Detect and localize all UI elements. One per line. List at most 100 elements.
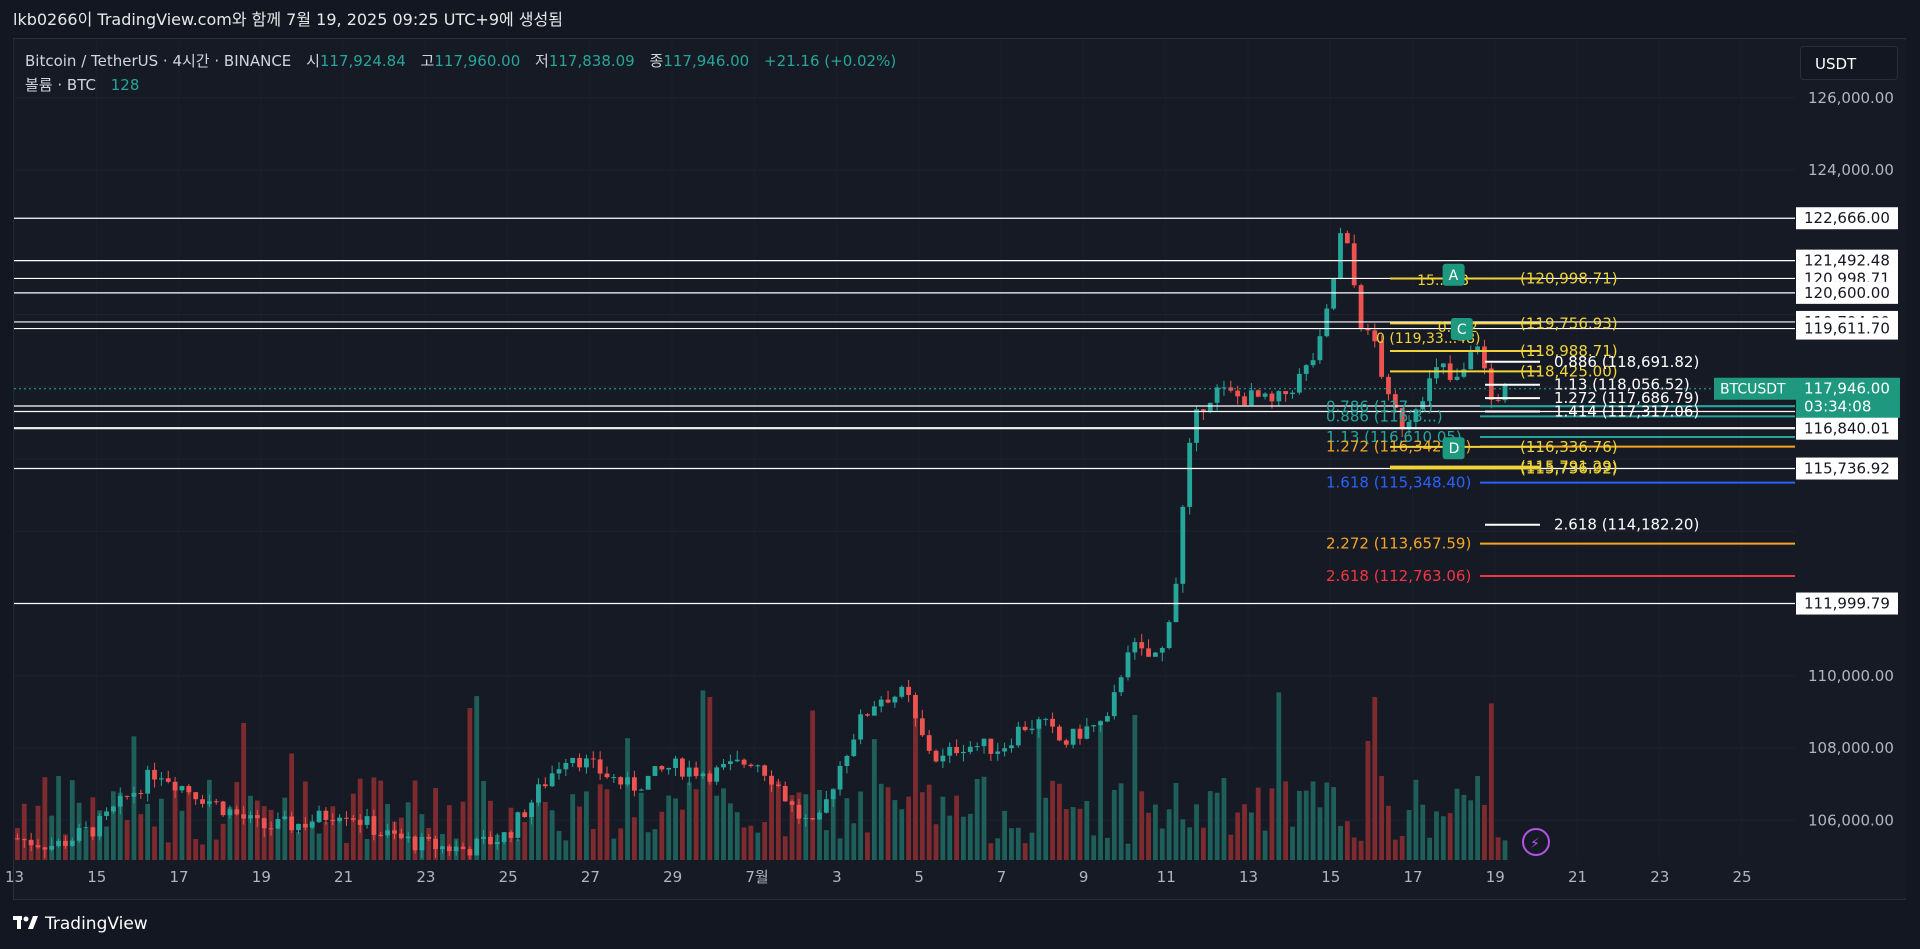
candle[interactable] xyxy=(234,809,240,815)
candle[interactable] xyxy=(632,777,637,791)
candle[interactable] xyxy=(686,767,692,777)
candle[interactable] xyxy=(1221,387,1227,389)
candle[interactable] xyxy=(1125,652,1131,678)
candle[interactable] xyxy=(419,836,425,851)
candle[interactable] xyxy=(296,823,301,831)
candle[interactable] xyxy=(453,846,459,852)
candle[interactable] xyxy=(1132,642,1138,653)
candle[interactable] xyxy=(1235,390,1241,397)
candle[interactable] xyxy=(577,757,582,768)
candle[interactable] xyxy=(995,751,1001,754)
candle[interactable] xyxy=(117,795,123,807)
candle[interactable] xyxy=(707,773,713,782)
candle[interactable] xyxy=(1406,422,1412,430)
candle[interactable] xyxy=(913,695,918,719)
candle[interactable] xyxy=(494,841,500,845)
candle[interactable] xyxy=(152,769,157,780)
candle[interactable] xyxy=(124,795,130,797)
candle[interactable] xyxy=(885,699,891,703)
candle[interactable] xyxy=(906,686,912,696)
candle[interactable] xyxy=(748,764,754,767)
candle[interactable] xyxy=(679,758,685,777)
lightning-icon[interactable] xyxy=(1522,828,1550,856)
pattern-point-marker[interactable] xyxy=(1442,437,1465,460)
candle[interactable] xyxy=(206,801,212,804)
candle[interactable] xyxy=(56,840,61,846)
candle[interactable] xyxy=(83,827,89,829)
candle[interactable] xyxy=(584,758,589,768)
candle[interactable] xyxy=(405,836,411,839)
candle[interactable] xyxy=(515,812,521,838)
candle[interactable] xyxy=(1482,346,1487,369)
candle[interactable] xyxy=(1461,369,1467,377)
candle[interactable] xyxy=(1084,726,1090,739)
candle[interactable] xyxy=(1153,652,1158,657)
candle[interactable] xyxy=(344,817,349,819)
candle[interactable] xyxy=(316,810,322,823)
candle[interactable] xyxy=(522,812,528,818)
candle[interactable] xyxy=(1255,390,1261,397)
candle[interactable] xyxy=(426,836,432,839)
candle[interactable] xyxy=(597,759,603,774)
candle[interactable] xyxy=(1502,383,1508,401)
candle[interactable] xyxy=(508,832,514,838)
candle[interactable] xyxy=(200,799,205,804)
candle[interactable] xyxy=(933,750,939,762)
candle[interactable] xyxy=(1063,740,1069,745)
candle[interactable] xyxy=(1338,233,1343,279)
candle[interactable] xyxy=(755,765,761,767)
candle[interactable] xyxy=(1248,390,1254,406)
candle[interactable] xyxy=(625,777,630,785)
candle[interactable] xyxy=(1386,376,1391,395)
candle[interactable] xyxy=(1413,409,1419,423)
candle[interactable] xyxy=(350,818,356,820)
candle[interactable] xyxy=(193,792,199,800)
candle[interactable] xyxy=(179,786,185,791)
candle[interactable] xyxy=(1262,393,1268,397)
candle[interactable] xyxy=(865,714,870,716)
candle[interactable] xyxy=(1242,396,1247,406)
candle[interactable] xyxy=(789,801,795,805)
candle[interactable] xyxy=(440,846,445,850)
candle[interactable] xyxy=(1009,745,1014,749)
candle[interactable] xyxy=(1043,718,1049,720)
tradingview-footer[interactable]: TradingView xyxy=(13,912,148,936)
candle[interactable] xyxy=(1331,278,1337,309)
candle[interactable] xyxy=(467,849,473,856)
candle[interactable] xyxy=(392,830,397,834)
candle[interactable] xyxy=(501,832,507,842)
candle[interactable] xyxy=(1036,719,1042,729)
candle[interactable] xyxy=(35,845,41,848)
candle[interactable] xyxy=(775,784,781,786)
candle[interactable] xyxy=(536,784,541,803)
candle[interactable] xyxy=(323,810,329,820)
candle[interactable] xyxy=(268,828,274,830)
candle[interactable] xyxy=(961,751,966,754)
candle[interactable] xyxy=(1207,402,1213,412)
candle[interactable] xyxy=(823,799,829,813)
candle[interactable] xyxy=(529,802,534,818)
candle[interactable] xyxy=(1344,233,1350,244)
candle[interactable] xyxy=(762,765,768,776)
candle[interactable] xyxy=(474,838,480,856)
candle[interactable] xyxy=(1475,346,1481,353)
candle[interactable] xyxy=(1029,728,1035,731)
candle[interactable] xyxy=(330,819,336,821)
candle[interactable] xyxy=(15,838,20,840)
currency-button[interactable]: USDT xyxy=(1800,46,1898,80)
candle[interactable] xyxy=(604,773,610,778)
candle[interactable] xyxy=(1392,394,1398,409)
candle[interactable] xyxy=(131,792,137,797)
candle[interactable] xyxy=(727,761,733,765)
candle[interactable] xyxy=(967,746,973,752)
candle[interactable] xyxy=(851,739,857,756)
candle[interactable] xyxy=(714,767,720,782)
candle[interactable] xyxy=(1276,391,1282,402)
candle[interactable] xyxy=(871,706,877,716)
pattern-point-marker[interactable] xyxy=(1442,263,1465,286)
candle[interactable] xyxy=(488,836,493,845)
candle[interactable] xyxy=(412,836,418,851)
candle[interactable] xyxy=(1187,442,1193,507)
candle[interactable] xyxy=(1310,360,1316,366)
candle[interactable] xyxy=(69,840,75,846)
